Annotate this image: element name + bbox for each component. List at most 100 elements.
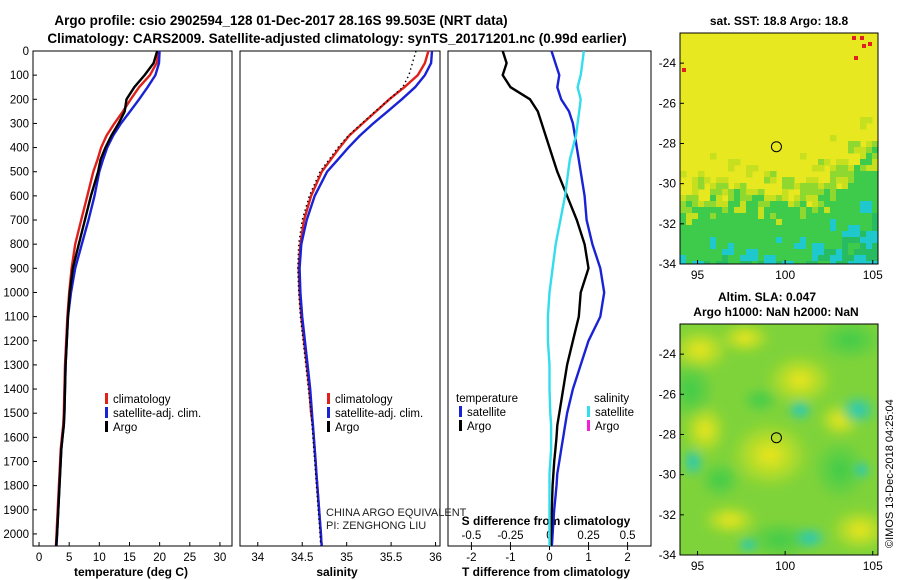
sst-map-y-tick-label: -32 [659,217,677,231]
salinity-series-argo [297,50,417,547]
sla-map-y-tick-label: -30 [659,468,677,482]
salinity-legend-1-swatch [327,407,330,418]
temperature-series-satellite-adj-clim- [55,50,161,547]
sst-map-x-tick-label: 95 [691,268,705,282]
temperature-x-tick-label: 0 [36,552,42,564]
salinity-plot-frame [239,50,441,547]
salinity-x-tick-label: 34.5 [291,552,313,564]
temperature-x-tick-label: 20 [153,552,166,564]
depth-tick-label: 1100 [4,312,29,324]
depth-tick-label: 200 [10,94,29,106]
salinity-x-tick-label: 35.5 [380,552,402,564]
sst-map-x-tick-label: 100 [775,268,795,282]
depth-tick-label: 600 [10,191,29,203]
salinity-legend-0-swatch [327,393,330,404]
depth-tick-label: 400 [10,143,29,155]
depth-tick-label: 1900 [3,505,29,517]
temperature-panel: 0 100 200 300 400 500 600 700 800 900 1000 1100 1200… [3,46,233,579]
salinity-diff-x-tick-label: -0.5 [462,530,482,542]
sst-map-y-tick-label: -28 [659,136,677,150]
temperature-legend-0-label: climatology [113,394,171,406]
sla-map-argo-position-marker [770,432,782,444]
salinity-legend-0-label: climatology [335,394,393,406]
sst-map-x-tick-label: 105 [863,268,883,282]
temperature-legend-2-label: Argo [113,422,137,434]
sst-map-y-tick-label: -30 [659,177,677,191]
depth-tick-label: 1700 [3,456,29,468]
depth-tick-label: 1200 [3,336,29,348]
salinity-series-satellite-adj-clim- [298,50,434,547]
salinity-legend-2-label: Argo [335,422,359,434]
temperature-diff-x-tick-label: -2 [466,552,476,564]
temperature-diff-legend-0-swatch [459,406,462,417]
salinity-diff-legend-0-swatch [587,406,590,417]
salinity-series-climatology [297,50,430,547]
sla-map-title: Altim. SLA: 0.047 [718,290,816,304]
temperature-diff-x-tick-label: 1 [585,552,591,564]
sst-map-y-tick-label: -34 [659,257,677,271]
temperature-legend-2-swatch [105,421,108,432]
temperature-x-tick-label: 10 [93,552,106,564]
depth-tick-label: 1600 [3,432,29,444]
salinity-diff-legend-1-label: Argo [595,421,619,433]
sla-map-y-tick-label: -26 [659,387,677,401]
difference-panel: -2 -1 0 1 2-0.5 -0.25 0 0.25 0.5T difference fro… [447,50,652,579]
sla-map-y-tick-label: -28 [659,427,677,441]
credit-line-2: PI: ZENGHONG LIU [326,520,426,532]
sla-map-y-tick-label: -34 [659,548,677,562]
credit-line-1: CHINA ARGO EQUIVALENT [326,507,467,519]
salinity-diff-legend-1-swatch [587,420,590,431]
sla-map-x-tick-label: 100 [775,559,795,573]
title-line-2: Climatology: CARS2009. Satellite-adjuste… [47,31,626,46]
salinity-x-tick-label: 34 [251,552,264,564]
depth-tick-label: 500 [10,167,29,179]
sla-map-y-tick-label: -32 [659,508,677,522]
imos-watermark: ©IMOS 13-Dec-2018 04:25:04 [884,399,896,548]
sst-map-y-tick-label: -26 [659,96,677,110]
temperature-legend-1-label: satellite-adj. clim. [113,408,201,420]
salinity-x-tick-label: 36 [429,552,442,564]
temperature-diff-x-label: T difference from climatology [462,565,630,579]
salinity-diff-x-tick-label: -0.25 [497,530,523,542]
salinity-legend-1-label: satellite-adj. clim. [335,408,423,420]
temperature-diff-x-tick-label: 2 [624,552,630,564]
temperature-x-tick-label: 5 [66,552,72,564]
sla-map-subtitle: Argo h1000: NaN h2000: NaN [693,305,858,319]
depth-tick-label: 800 [10,239,29,251]
temperature-diff-legend-1-label: Argo [467,421,491,433]
depth-tick-label: 300 [10,118,29,130]
sla-map-frame [679,323,879,556]
salinity-legend-title: salinity [594,393,629,405]
depth-tick-label: 900 [10,263,29,275]
salinity-legend-2-swatch [327,421,330,432]
salinity-diff-x-label: S difference from climatology [462,514,631,528]
temperature-plot-frame [32,50,233,547]
temperature-diff-x-tick-label: 0 [546,552,552,564]
temperature-diff-legend-1-swatch [459,420,462,431]
salinity-x-label: salinity [316,565,358,579]
depth-tick-label: 700 [10,215,29,227]
sla-map-x-tick-label: 105 [863,559,883,573]
sst-map-y-tick-label: -24 [659,56,677,70]
temperature-x-tick-label: 15 [123,552,136,564]
depth-tick-label: 1500 [3,408,29,420]
temperature-legend-title: temperature [456,393,518,405]
salinity-diff-x-tick-label: 0.5 [620,530,636,542]
temperature-x-tick-label: 30 [214,552,227,564]
sla-field [680,324,878,555]
temperature-diff-legend-0-label: satellite [467,407,506,419]
depth-tick-label: 1000 [3,287,29,299]
sst-map-title: sat. SST: 18.8 Argo: 18.8 [710,14,849,28]
sla-map-y-tick-label: -24 [659,347,677,361]
sst-map-panel: sat. SST: 18.8 Argo: 18.8 95 100 105 -24 -26 -… [659,14,883,282]
temperature-legend-1-swatch [105,407,108,418]
salinity-panel: 34 34.5 35 35.5 36 salinity climatology satelli… [239,50,442,579]
temperature-diff-x-tick-label: -1 [505,552,515,564]
depth-tick-label: 1300 [3,360,29,372]
depth-tick-label: 100 [10,70,29,82]
salinity-diff-x-tick-label: 0.25 [577,530,599,542]
temperature-x-label: temperature (deg C) [74,565,188,579]
depth-tick-label: 1800 [3,481,29,493]
